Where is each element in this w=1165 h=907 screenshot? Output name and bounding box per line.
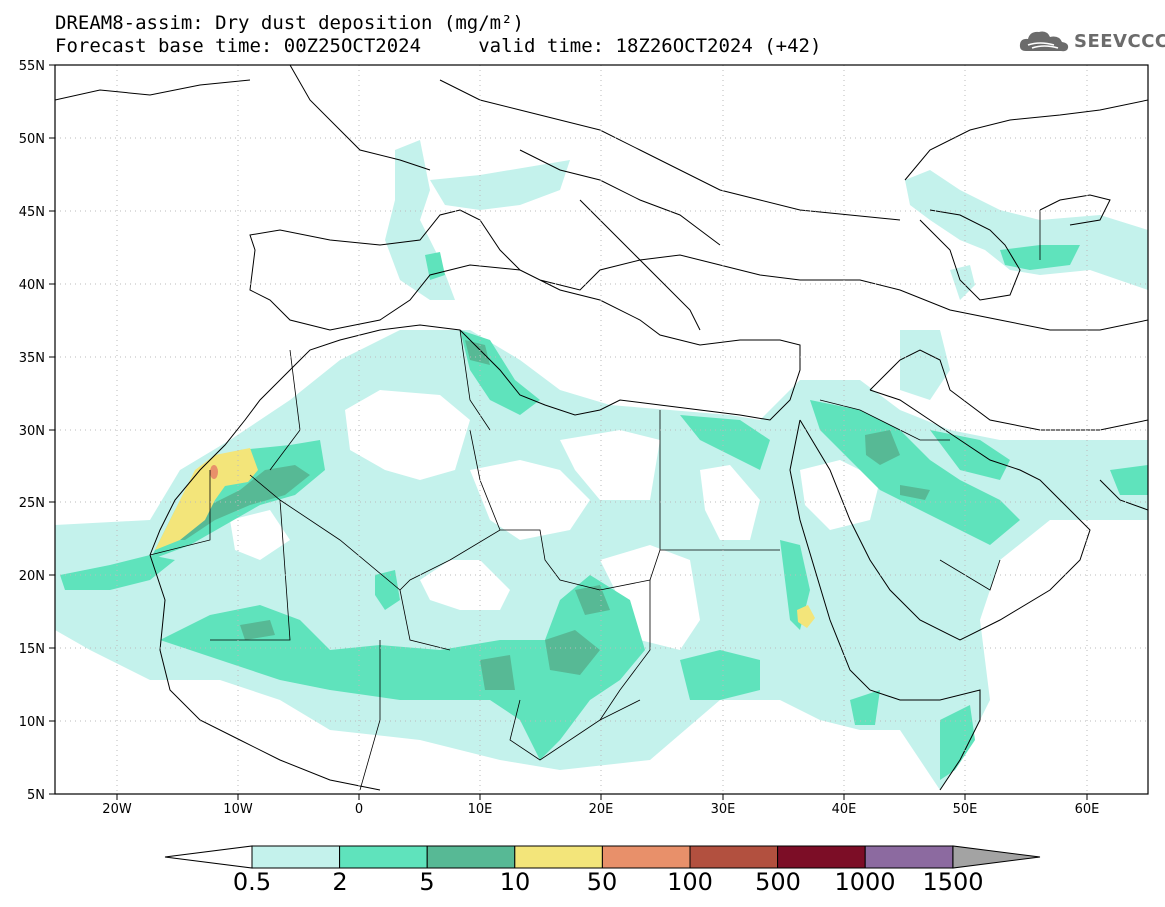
- y-tick-label: 35N: [19, 351, 45, 366]
- colorbar: [164, 845, 1041, 869]
- colorbar-label: 100: [667, 868, 713, 896]
- x-tick-label: 10E: [468, 802, 493, 817]
- colorbar-swatch: [339, 845, 428, 869]
- deposition-band-10: [155, 448, 815, 628]
- colorbar-swatch: [514, 845, 603, 869]
- x-tick-label: 30E: [711, 802, 736, 817]
- y-tick-label: 25N: [19, 496, 45, 511]
- axis-ticks: [49, 64, 1088, 800]
- y-tick-label: 55N: [19, 59, 45, 74]
- deposition-band-50: [210, 465, 218, 479]
- x-tick-label: 10W: [223, 802, 253, 817]
- logo-text: SEEVCCC: [1074, 30, 1165, 52]
- colorbar-label: 0.5: [232, 868, 272, 896]
- colorbar-swatch: [426, 845, 516, 869]
- y-tick-label: 30N: [19, 424, 45, 439]
- colorbar-swatch: [777, 845, 866, 869]
- colorbar-label: 500: [755, 868, 801, 896]
- x-tick-label: 60E: [1075, 802, 1100, 817]
- colorbar-label: 5: [419, 868, 435, 896]
- coastlines-and-borders: [55, 65, 1148, 791]
- map-grid: [55, 65, 1148, 794]
- y-tick-label: 20N: [19, 569, 45, 584]
- x-tick-labels: 20W 10W 0 10E 20E 30E 40E 50E 60E: [102, 802, 1099, 817]
- x-tick-label: 50E: [953, 802, 978, 817]
- colorbar-label: 1500: [922, 868, 984, 896]
- colorbar-swatch: [601, 845, 691, 869]
- country-borders: [149, 210, 1041, 791]
- colorbar-label: 50: [586, 868, 618, 896]
- colorbar-label: 10: [499, 868, 531, 896]
- x-tick-label: 0: [355, 802, 363, 817]
- y-tick-label: 15N: [19, 642, 45, 657]
- colorbar-swatch: [864, 845, 954, 869]
- x-tick-label: 40E: [832, 802, 857, 817]
- colorbar-swatch: [689, 845, 779, 869]
- colorbar-under-arrow: [164, 845, 253, 869]
- x-tick-label: 20W: [102, 802, 132, 817]
- seevccc-logo: SEEVCCC: [1018, 26, 1165, 56]
- y-tick-label: 45N: [19, 205, 45, 220]
- colorbar-swatch: [251, 845, 341, 869]
- cloud-logo-icon: [1019, 31, 1069, 52]
- colorbar-over-arrow: [952, 845, 1041, 869]
- map-title: DREAM8-assim: Dry dust deposition (mg/m²…: [55, 12, 524, 34]
- y-tick-labels: 55N 50N 45N 40N 35N 30N 25N 20N 15N 10N …: [19, 59, 45, 803]
- colorbar-label: 2: [332, 868, 348, 896]
- forecast-time-subtitle: Forecast base time: 00Z25OCT2024 valid t…: [55, 35, 822, 57]
- colorbar-label: 1000: [834, 868, 896, 896]
- y-tick-label: 50N: [19, 132, 45, 147]
- y-tick-label: 5N: [27, 788, 45, 803]
- y-tick-label: 40N: [19, 278, 45, 293]
- y-tick-label: 10N: [19, 715, 45, 730]
- x-tick-label: 20E: [589, 802, 614, 817]
